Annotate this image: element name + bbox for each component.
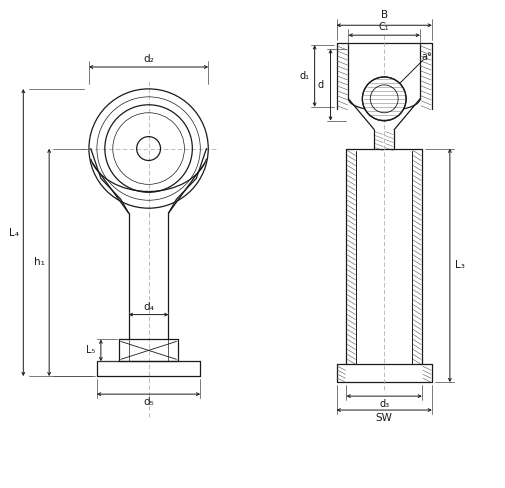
Text: d₅: d₅ [143, 397, 154, 407]
Text: B: B [381, 10, 388, 20]
Text: C₁: C₁ [379, 22, 389, 32]
Text: L₄: L₄ [10, 227, 19, 238]
Text: L₃: L₃ [455, 261, 465, 270]
Text: L₅: L₅ [86, 346, 95, 355]
Text: d: d [318, 80, 324, 90]
Text: d₁: d₁ [299, 71, 310, 81]
Circle shape [363, 77, 406, 121]
Text: a°: a° [422, 52, 432, 62]
Text: h₁: h₁ [34, 257, 44, 267]
Text: SW: SW [376, 413, 393, 423]
Text: d₄: d₄ [143, 302, 154, 312]
Text: d₃: d₃ [379, 399, 389, 409]
Text: d₂: d₂ [143, 54, 154, 64]
